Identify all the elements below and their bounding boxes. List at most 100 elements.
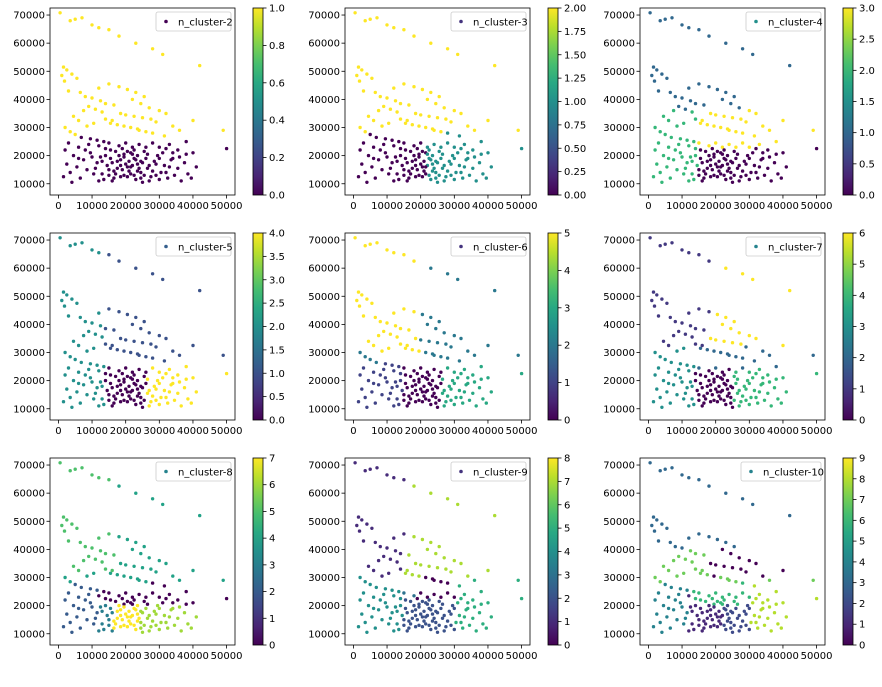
point-85 [682, 172, 686, 176]
point-96 [424, 622, 428, 626]
axes-frame [49, 7, 236, 196]
point-187 [125, 374, 130, 379]
point-150 [150, 169, 155, 173]
point-88 [102, 177, 106, 182]
point-87 [688, 155, 693, 159]
point-182 [403, 606, 408, 611]
point-49 [724, 90, 728, 95]
point-186 [712, 623, 716, 627]
axes-frame [344, 7, 531, 196]
point-106 [752, 163, 757, 168]
point-72 [752, 359, 757, 363]
x-tick-label: 40000 [177, 426, 209, 437]
point-143 [725, 603, 730, 608]
point-49 [134, 90, 138, 95]
point-185 [118, 383, 123, 387]
legend-label: n_cluster-3 [473, 18, 528, 29]
colorbar-tick-label: 6 [269, 480, 275, 491]
point-32 [444, 342, 448, 346]
legend-label: n_cluster-5 [178, 243, 233, 254]
point-191 [729, 384, 733, 388]
point-36 [417, 124, 421, 128]
point-45 [687, 86, 691, 90]
point-57 [110, 118, 114, 123]
point-58 [92, 121, 96, 126]
point-162 [117, 153, 121, 158]
point-180 [100, 622, 104, 626]
point-39 [727, 353, 731, 357]
point-169 [449, 173, 453, 177]
point-33 [154, 570, 158, 574]
point-18 [361, 89, 366, 93]
point-8 [429, 41, 433, 45]
point-176 [83, 148, 88, 152]
point-133 [191, 601, 195, 605]
point-191 [729, 609, 733, 613]
point-152 [452, 381, 456, 386]
point-119 [677, 142, 681, 147]
x-tick-label: 40000 [177, 651, 209, 662]
point-193 [145, 152, 150, 156]
point-19 [668, 315, 672, 320]
point-41 [445, 356, 450, 360]
point-15 [650, 298, 654, 303]
axes-frame [639, 232, 826, 421]
point-35 [115, 573, 120, 577]
point-122 [412, 594, 416, 598]
point-112 [477, 386, 482, 390]
point-186 [122, 623, 126, 627]
point-117 [656, 366, 661, 370]
point-59 [675, 349, 679, 353]
point-175 [371, 606, 376, 611]
point-82 [376, 608, 381, 612]
point-67 [472, 128, 477, 132]
point-75 [176, 148, 180, 152]
point-61 [68, 130, 72, 134]
point-15 [60, 298, 64, 303]
point-51 [720, 547, 725, 552]
point-87 [393, 605, 398, 609]
point-59 [380, 574, 384, 578]
point-69 [811, 128, 815, 132]
point-107 [461, 176, 465, 180]
point-94 [122, 602, 126, 606]
point-156 [107, 393, 111, 397]
point-162 [707, 378, 711, 383]
point-154 [395, 384, 399, 388]
colorbar-tick-label: 1 [859, 620, 865, 631]
point-20 [673, 544, 677, 549]
point-163 [415, 371, 419, 376]
x-tick-label: 30000 [143, 426, 175, 437]
point-30 [722, 114, 726, 119]
point-86 [390, 161, 394, 165]
point-44 [376, 558, 381, 563]
point-30 [132, 114, 136, 119]
point-100 [437, 149, 441, 154]
point-17 [652, 304, 657, 308]
point-17 [652, 79, 657, 83]
y-tick-label: 50000 [603, 67, 635, 78]
scatter-points [353, 11, 524, 184]
point-88 [692, 627, 696, 632]
point-99 [729, 170, 733, 175]
point-16 [370, 301, 374, 305]
point-165 [425, 377, 430, 381]
point-39 [137, 128, 141, 132]
point-14 [660, 522, 664, 526]
point-19 [668, 90, 672, 95]
point-59 [85, 349, 89, 353]
point-41 [445, 131, 450, 135]
point-125 [727, 592, 731, 597]
point-162 [117, 378, 121, 383]
point-104 [745, 378, 750, 383]
point-9 [445, 47, 450, 51]
point-20 [378, 319, 382, 324]
point-90 [108, 373, 113, 377]
colorbar-tick-label: 3 [564, 570, 570, 581]
point-4 [680, 248, 684, 252]
point-118 [76, 370, 81, 374]
point-41 [150, 131, 155, 135]
point-168 [147, 404, 151, 408]
point-135 [714, 612, 718, 616]
point-182 [403, 381, 408, 386]
